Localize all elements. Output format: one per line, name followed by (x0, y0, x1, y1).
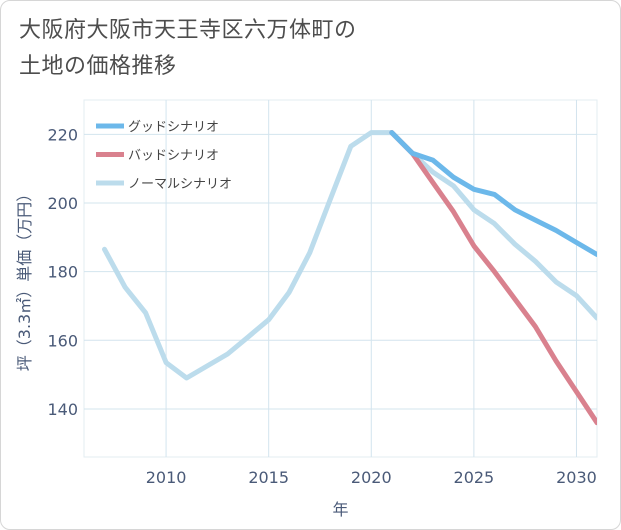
x-tick-label: 2015 (248, 468, 289, 487)
legend-label-1: グッドシナリオ (128, 120, 219, 135)
y-tick-label: 220 (47, 125, 78, 144)
y-tick-label: 160 (47, 331, 78, 350)
x-axis-title: 年 (332, 500, 348, 519)
plot-frame (83, 99, 598, 458)
legend-label-2: バッドシナリオ (128, 149, 219, 164)
chart-title-line-1: 大阪府大阪市天王寺区六万体町の (19, 18, 357, 43)
x-tick-label: 2030 (556, 468, 597, 487)
y-tick-label: 200 (47, 194, 78, 213)
series-line-1 (389, 130, 597, 257)
y-axis-title: 坪（3.3㎡）単価（万円） (15, 186, 34, 371)
chart-title-line-2: 土地の価格推移 (19, 54, 177, 79)
x-tick-label: 2010 (146, 468, 187, 487)
series-lines (102, 130, 597, 426)
legend-label-3: ノーマルシナリオ (128, 177, 232, 192)
series-line-2 (389, 130, 597, 426)
y-tick-label: 140 (47, 400, 78, 419)
x-tick-label: 2025 (454, 468, 495, 487)
grid-lines (83, 99, 598, 458)
y-tick-label: 180 (47, 263, 78, 282)
axes: 2010 2015 2020 2025 2030 140 160 180 200 220 年 坪（3.… (15, 125, 597, 519)
series-line-3 (102, 130, 597, 381)
chart-title: 大阪府大阪市天王寺区六万体町の 土地の価格推移 (19, 13, 579, 85)
x-tick-label: 2020 (351, 468, 392, 487)
